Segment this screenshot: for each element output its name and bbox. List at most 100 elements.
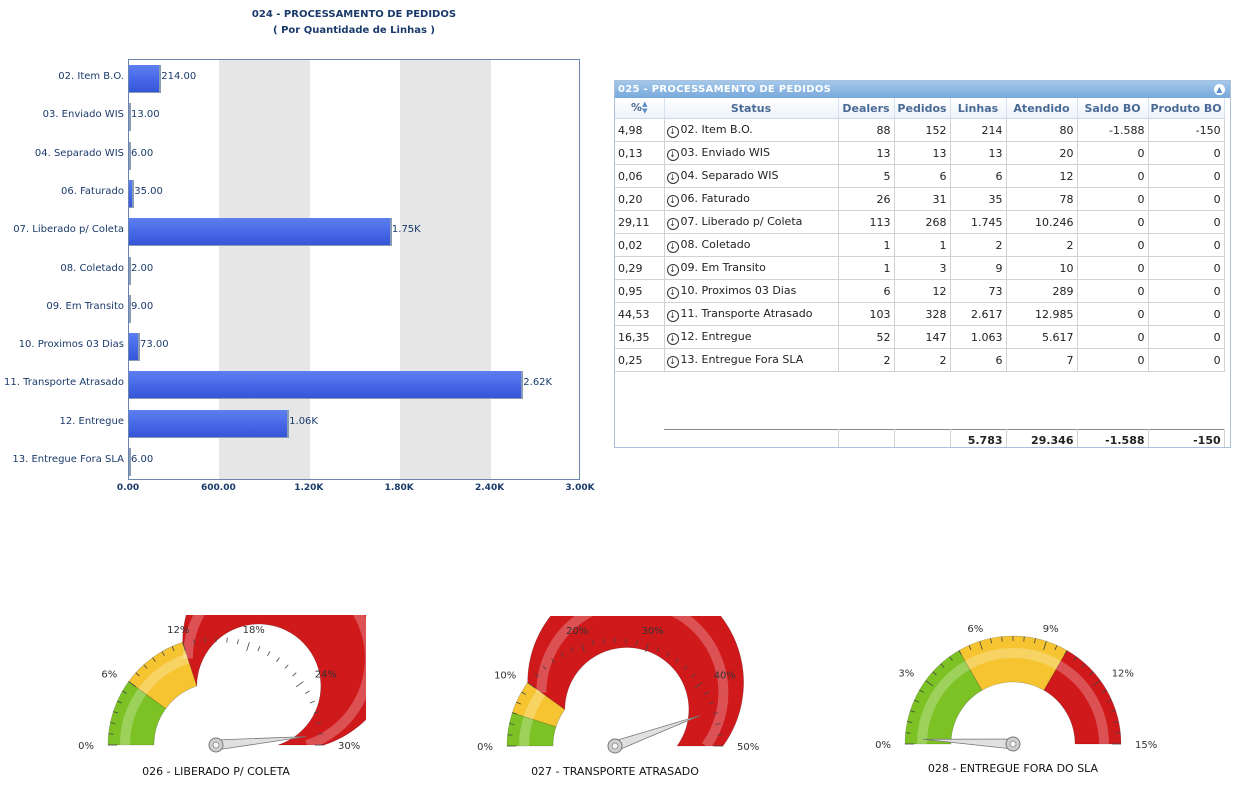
drilldown-arrow-icon[interactable]: ↓ [666,194,679,207]
number-cell: 1 [838,256,895,280]
bar[interactable] [129,179,135,208]
gauge-tick-label: 0% [78,741,94,752]
status-cell: ↓ 04. Separado WIS [664,164,839,188]
column-header[interactable]: Produto BO [1148,98,1225,119]
drilldown-arrow-icon[interactable]: ↓ [666,309,679,322]
status-cell: ↓ 12. Entregue [664,325,839,349]
collapse-up-icon[interactable]: ▲ [1214,84,1225,95]
bar[interactable] [129,103,131,132]
table-row[interactable]: 0,06 ↓ 04. Separado WIS 5 6 6 12 0 0 [615,164,1225,188]
bar[interactable] [129,294,131,323]
bar-chart-plot-area [128,59,580,480]
bar[interactable] [129,65,162,94]
percent-cell: 0,95 [615,279,665,303]
gauge-tick [592,640,594,646]
gauge-tick-label: 3% [898,668,914,679]
bar[interactable] [129,447,131,476]
category-label: 06. Faturado [60,185,124,197]
gauge-tick [1043,641,1047,650]
spacer-row [615,372,1224,430]
number-cell: 13 [950,141,1007,165]
bar-value-label: 214.00 [161,71,197,83]
table-row[interactable]: 4,98 ↓ 02. Item B.O. 88 152 214 80 -1.588 -150 [615,118,1225,142]
bar[interactable] [129,371,524,400]
number-cell: 3 [894,256,951,280]
gauge-tick [1092,680,1101,687]
gauge-tick [717,734,723,736]
column-header[interactable]: Saldo BO [1077,98,1149,119]
table-row[interactable]: 0,13 ↓ 03. Enviado WIS 13 13 13 20 0 0 [615,141,1225,165]
status-cell: ↓ 09. Em Transito [664,256,839,280]
column-header[interactable]: %▲ ▼ [615,98,665,119]
table-row[interactable]: 0,02 ↓ 08. Coletado 1 1 2 2 0 0 [615,233,1225,257]
bar[interactable] [129,333,140,362]
gauge-tick [257,646,261,652]
gauge-tick [1115,732,1121,734]
gauge-tick [715,723,721,725]
table-row[interactable]: 0,25 ↓ 13. Entregue Fora SLA 2 2 6 7 0 0 [615,348,1225,372]
drilldown-arrow-icon[interactable]: ↓ [666,240,679,253]
bar[interactable] [129,409,290,438]
drilldown-arrow-icon[interactable]: ↓ [666,355,679,368]
sort-icon[interactable]: ▲ ▼ [642,100,648,115]
number-cell: 13 [838,141,895,165]
table-row[interactable]: 44,53 ↓ 11. Transporte Atrasado 103 328 2.617… [615,302,1225,326]
drilldown-arrow-icon[interactable]: ↓ [666,171,679,184]
table-row[interactable]: 0,95 ↓ 10. Proximos 03 Dias 6 12 73 289 0 0 [615,279,1225,303]
number-cell: 6 [950,164,1007,188]
column-header[interactable]: Dealers [838,98,895,119]
bar[interactable] [129,141,131,170]
category-label: 10. Proximos 03 Dias [18,339,124,351]
bar-chart-subtitle: ( Por Quantidade de Linhas ) [273,25,435,36]
column-header[interactable]: Pedidos [894,98,951,119]
gauge-tick-label: 10% [494,670,516,681]
gauge-tick [193,639,195,645]
number-cell: 9 [950,256,1007,280]
number-cell: 0 [1148,210,1225,234]
table-row[interactable]: 0,29 ↓ 09. Em Transito 1 3 9 10 0 0 [615,256,1225,280]
drilldown-arrow-icon[interactable]: ↓ [666,148,679,161]
gauge-tick [171,646,175,652]
gauge-tick [1102,689,1107,693]
bar[interactable] [129,218,392,247]
gauge-tick [110,722,116,724]
percent-cell: 0,20 [615,187,665,211]
number-cell: 0 [1148,279,1225,303]
drilldown-arrow-icon[interactable]: ↓ [666,332,679,345]
gauge-band [182,615,366,746]
gauge-band-highlight [519,716,534,747]
number-cell: 12.985 [1006,302,1078,326]
gauge-tick [675,658,679,663]
gauge-tick [560,652,564,657]
drilldown-arrow-icon[interactable]: ↓ [666,125,679,138]
total-cell [894,429,951,447]
number-cell: 31 [894,187,951,211]
column-header-label: Saldo BO [1084,101,1141,115]
status-label: 04. Separado WIS [680,168,779,182]
table-row[interactable]: 0,20 ↓ 06. Faturado 26 31 35 78 0 0 [615,187,1225,211]
bar-value-label: 1.75K [391,224,421,236]
x-tick-label: 3.00K [565,483,595,493]
drilldown-arrow-icon[interactable]: ↓ [666,217,679,230]
gauge-tick-label: 30% [642,626,664,637]
gauge-band-highlight [120,688,147,746]
drilldown-arrow-icon[interactable]: ↓ [666,286,679,299]
table-row[interactable]: 16,35 ↓ 12. Entregue 52 147 1.063 5.617 0 0 [615,325,1225,349]
column-header[interactable]: Linhas [950,98,1007,119]
column-header[interactable]: Status [664,98,839,119]
gauge-tick [152,657,156,662]
status-cell: ↓ 13. Entregue Fora SLA [664,348,839,372]
gauge-tick [507,734,513,736]
gauge-tick [1110,710,1116,713]
drilldown-arrow-icon[interactable]: ↓ [666,263,679,276]
status-cell: ↓ 03. Enviado WIS [664,141,839,165]
bar[interactable] [129,256,131,285]
bar-value-label: 35.00 [134,185,163,197]
table-row[interactable]: 29,11 ↓ 07. Liberado p/ Coleta 113 268 1.745 1… [615,210,1225,234]
gauge-tick-label: 12% [1112,668,1134,679]
gauge-tick [625,638,627,644]
column-header[interactable]: Atendido [1006,98,1078,119]
number-cell: 1.063 [950,325,1007,349]
column-header-label: Status [730,101,772,115]
gauge-band-highlight [917,660,971,745]
